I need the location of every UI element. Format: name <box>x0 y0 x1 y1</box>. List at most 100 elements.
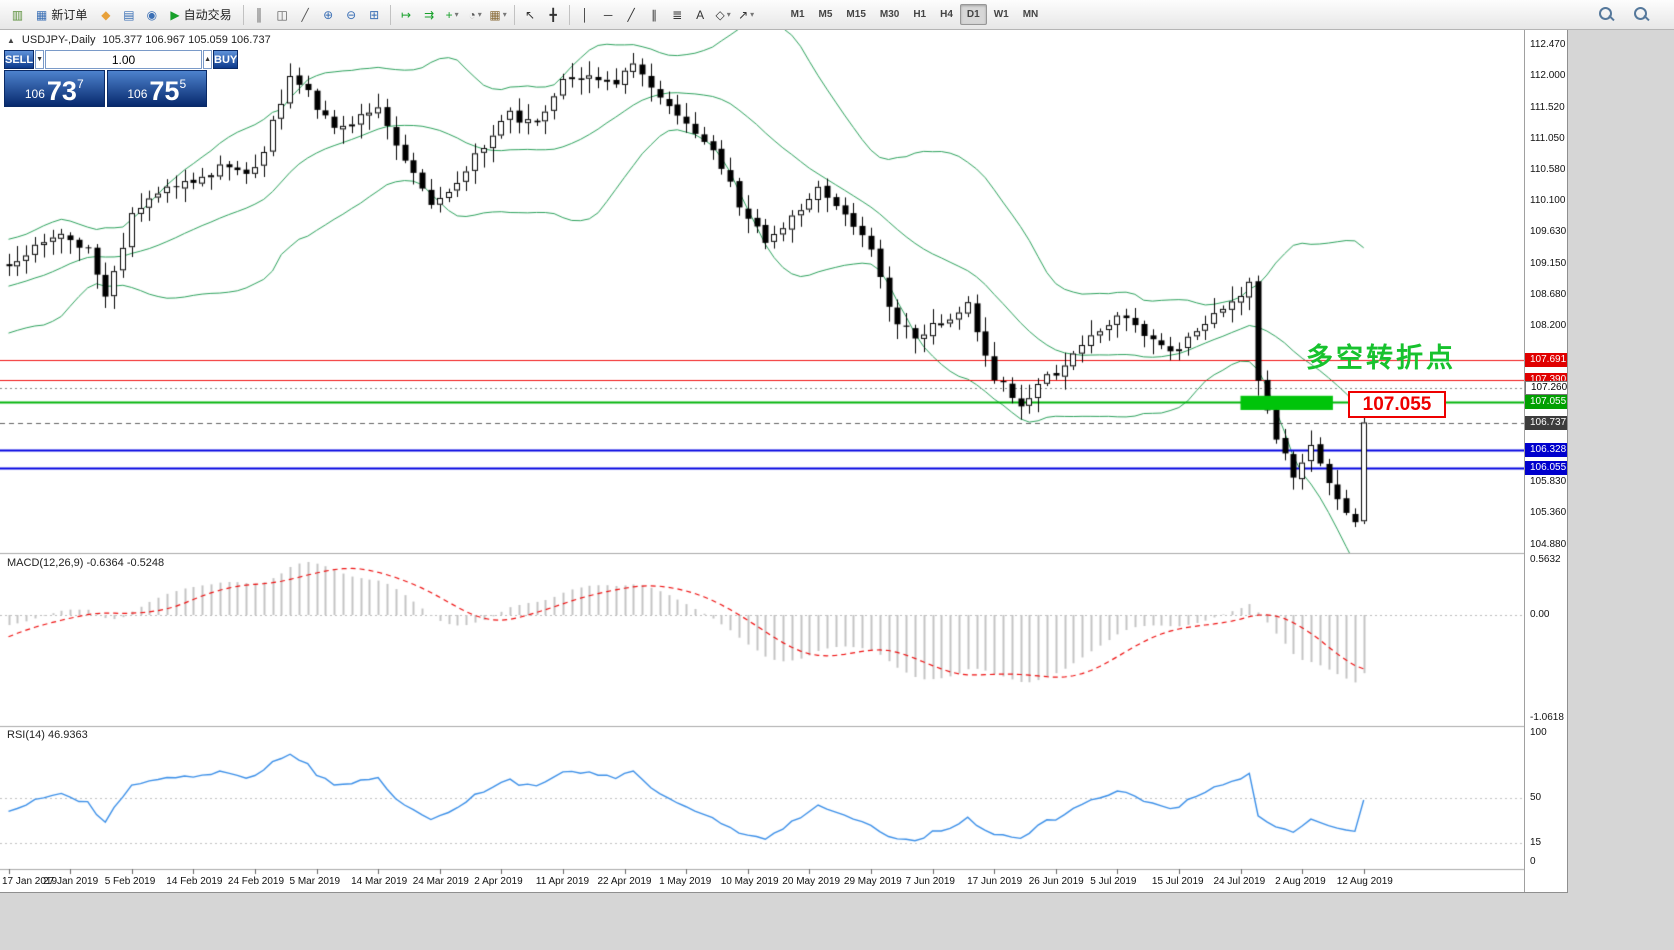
buy-price-button[interactable]: 106 75 5 <box>106 70 207 107</box>
time-axis[interactable]: 17 Jan 2019 27 Jan 2019 5 Feb 2019 14 Feb 2… <box>0 869 1567 892</box>
volume-stepper[interactable]: ▲ <box>203 50 212 69</box>
trendline-icon: ╱ <box>627 7 635 22</box>
info-icon[interactable]: ◉ <box>140 4 163 26</box>
timeframe-m30-button[interactable]: M30 <box>879 9 900 20</box>
timeframe-d1-button[interactable]: D1 <box>959 4 987 25</box>
sell-price-button[interactable]: 106 73 7 <box>4 70 105 107</box>
toolbar-separator <box>568 4 570 25</box>
price-tick: 108.680 <box>1530 288 1567 300</box>
symbol-title: USDJPY-,Daily <box>21 34 96 46</box>
bars-chart-icon: ║ <box>254 7 264 22</box>
price-badge: 106.328 <box>1525 442 1567 457</box>
search-icon[interactable] <box>1633 6 1650 23</box>
price-tick: 110.580 <box>1530 163 1566 175</box>
date-label: 5 Jul 2019 <box>1090 876 1137 887</box>
price-tick: 109.150 <box>1530 257 1567 269</box>
toolbar-separator <box>389 4 391 25</box>
new-order-button-label: 新订单 <box>51 8 88 22</box>
zoom-out-icon[interactable]: ⊖ <box>340 4 363 26</box>
date-label: 1 May 2019 <box>659 876 712 887</box>
chart-preview-icon: ▤ <box>123 7 135 22</box>
tile-windows-icon[interactable]: ⊞ <box>363 4 386 26</box>
candlestick-chart-icon[interactable]: ▥ <box>6 4 29 26</box>
date-label: 2 Aug 2019 <box>1275 876 1326 887</box>
candlestick-chart-icon: ▥ <box>11 7 24 22</box>
chevron-down-icon[interactable]: ▾ <box>502 10 507 19</box>
toolbar-items: ▥ ▦ 新订单 ◆ ▤ ◉ ▶ 自动交易 ║ ◫ ╱ ⊕ ⊖ ⊞ ↦ ⇉ + ▾ ◔ ▾ ▦ ▾ ↖ ╋ │ ─ ╱ ∥ ≣ A ◇ ▾ ↗ ▾ <box>6 4 758 26</box>
line-chart-icon: ╱ <box>301 7 309 22</box>
date-label: 17 Jun 2019 <box>967 876 1023 887</box>
timeframe-m1-button[interactable]: M1 <box>790 9 805 20</box>
pencil-icon[interactable]: ◆ <box>94 4 117 26</box>
chevron-down-icon[interactable]: ▾ <box>454 10 459 19</box>
shapes-icon[interactable]: ◇ ▾ <box>712 4 735 26</box>
toolbar-right <box>1598 6 1650 23</box>
price-chart-canvas[interactable] <box>0 30 1524 892</box>
buy-price-pips: 75 <box>149 76 180 106</box>
chevron-down-icon[interactable]: ▾ <box>726 10 731 19</box>
order-type-dropdown[interactable]: ▼ <box>35 50 45 69</box>
timeframe-m5-button[interactable]: M5 <box>818 9 833 20</box>
text-icon[interactable]: A <box>689 4 712 26</box>
price-tick: 105.360 <box>1530 507 1567 519</box>
timeframe-h1-button[interactable]: H1 <box>913 9 927 20</box>
chart-title: ▲ USDJPY-,Daily 105.377 106.967 105.059 … <box>7 34 271 46</box>
chart-preview-icon[interactable]: ▤ <box>117 4 140 26</box>
price-tick: 109.630 <box>1530 226 1567 238</box>
buy-button[interactable]: BUY <box>213 50 239 69</box>
date-label: 5 Feb 2019 <box>104 876 156 887</box>
periods-icon[interactable]: ◔ ▾ <box>464 4 487 26</box>
chevron-down-icon[interactable]: ▾ <box>750 10 755 19</box>
price-level-label: 107.055 <box>1348 391 1446 418</box>
fibonacci-icon[interactable]: ≣ <box>666 4 689 26</box>
candles-chart-icon[interactable]: ◫ <box>271 4 294 26</box>
chart-shift-icon[interactable]: ⇉ <box>418 4 441 26</box>
date-label: 29 May 2019 <box>843 876 902 887</box>
date-label: 14 Feb 2019 <box>166 876 223 887</box>
auto-scroll-icon[interactable]: ↦ <box>395 4 418 26</box>
timeframe-m15-button[interactable]: M15 <box>846 9 866 20</box>
channel-icon[interactable]: ∥ <box>643 4 666 26</box>
date-label: 20 May 2019 <box>782 876 841 887</box>
rsi-scale-tick: 0 <box>1530 856 1536 867</box>
timeframe-w1-button[interactable]: W1 <box>993 9 1009 20</box>
indicators-icon[interactable]: + ▾ <box>441 4 464 26</box>
bars-chart-icon[interactable]: ║ <box>248 4 271 26</box>
cursor-icon: ↖ <box>525 7 536 22</box>
main-toolbar: ▥ ▦ 新订单 ◆ ▤ ◉ ▶ 自动交易 ║ ◫ ╱ ⊕ ⊖ ⊞ ↦ ⇉ + ▾ ◔ ▾ ▦ ▾ ↖ ╋ │ ─ ╱ ∥ ≣ A ◇ ▾ ↗ ▾ … <box>0 0 1674 30</box>
rsi-scale-tick: 100 <box>1530 727 1547 738</box>
date-label: 2 Apr 2019 <box>474 876 523 887</box>
new-order-button[interactable]: ▦ 新订单 <box>29 4 94 26</box>
timeframe-mn-button[interactable]: MN <box>1022 9 1039 20</box>
toolbar-separator <box>513 4 515 25</box>
crosshair-icon[interactable]: ╋ <box>542 4 565 26</box>
cursor-icon[interactable]: ↖ <box>519 4 542 26</box>
line-chart-icon[interactable]: ╱ <box>294 4 317 26</box>
zoom-in-icon[interactable]: ⊕ <box>317 4 340 26</box>
price-tick: 112.470 <box>1530 39 1566 50</box>
sell-price-figure: 106 <box>24 87 45 101</box>
pencil-icon: ◆ <box>101 7 111 22</box>
chevron-down-icon[interactable]: ▾ <box>477 10 482 19</box>
rsi-scale-tick: 50 <box>1530 791 1542 803</box>
price-badge: 106.055 <box>1525 460 1567 475</box>
date-label: 12 Aug 2019 <box>1336 876 1393 887</box>
trendline-icon[interactable]: ╱ <box>620 4 643 26</box>
timeframe-toolbar: M1 M5 M15 M30 H1 H4 D1 W1 MN <box>784 4 1046 25</box>
fibonacci-icon: ≣ <box>672 7 683 22</box>
horizontal-line-icon[interactable]: ─ <box>597 4 620 26</box>
vertical-line-icon[interactable]: │ <box>574 4 597 26</box>
rsi-indicator-label: RSI(14) 46.9363 <box>7 729 88 741</box>
macd-indicator-label: MACD(12,26,9) -0.6364 -0.5248 <box>7 557 165 569</box>
sell-button[interactable]: SELL <box>4 50 35 69</box>
autotrade-button[interactable]: ▶ 自动交易 <box>163 4 238 26</box>
arrows-icon[interactable]: ↗ ▾ <box>735 4 758 26</box>
symbol-search-icon[interactable] <box>1598 6 1615 23</box>
templates-icon[interactable]: ▦ ▾ <box>487 4 510 26</box>
date-label: 26 Jun 2019 <box>1028 876 1084 887</box>
volume-input[interactable] <box>45 50 203 69</box>
timeframe-h4-button[interactable]: H4 <box>940 9 953 20</box>
price-axis[interactable]: 112.470 112.000 111.520 111.050 110.580 110.1… <box>1524 30 1567 892</box>
buy-price-point: 5 <box>179 77 187 91</box>
chevron-up-icon: ▲ <box>204 56 211 63</box>
